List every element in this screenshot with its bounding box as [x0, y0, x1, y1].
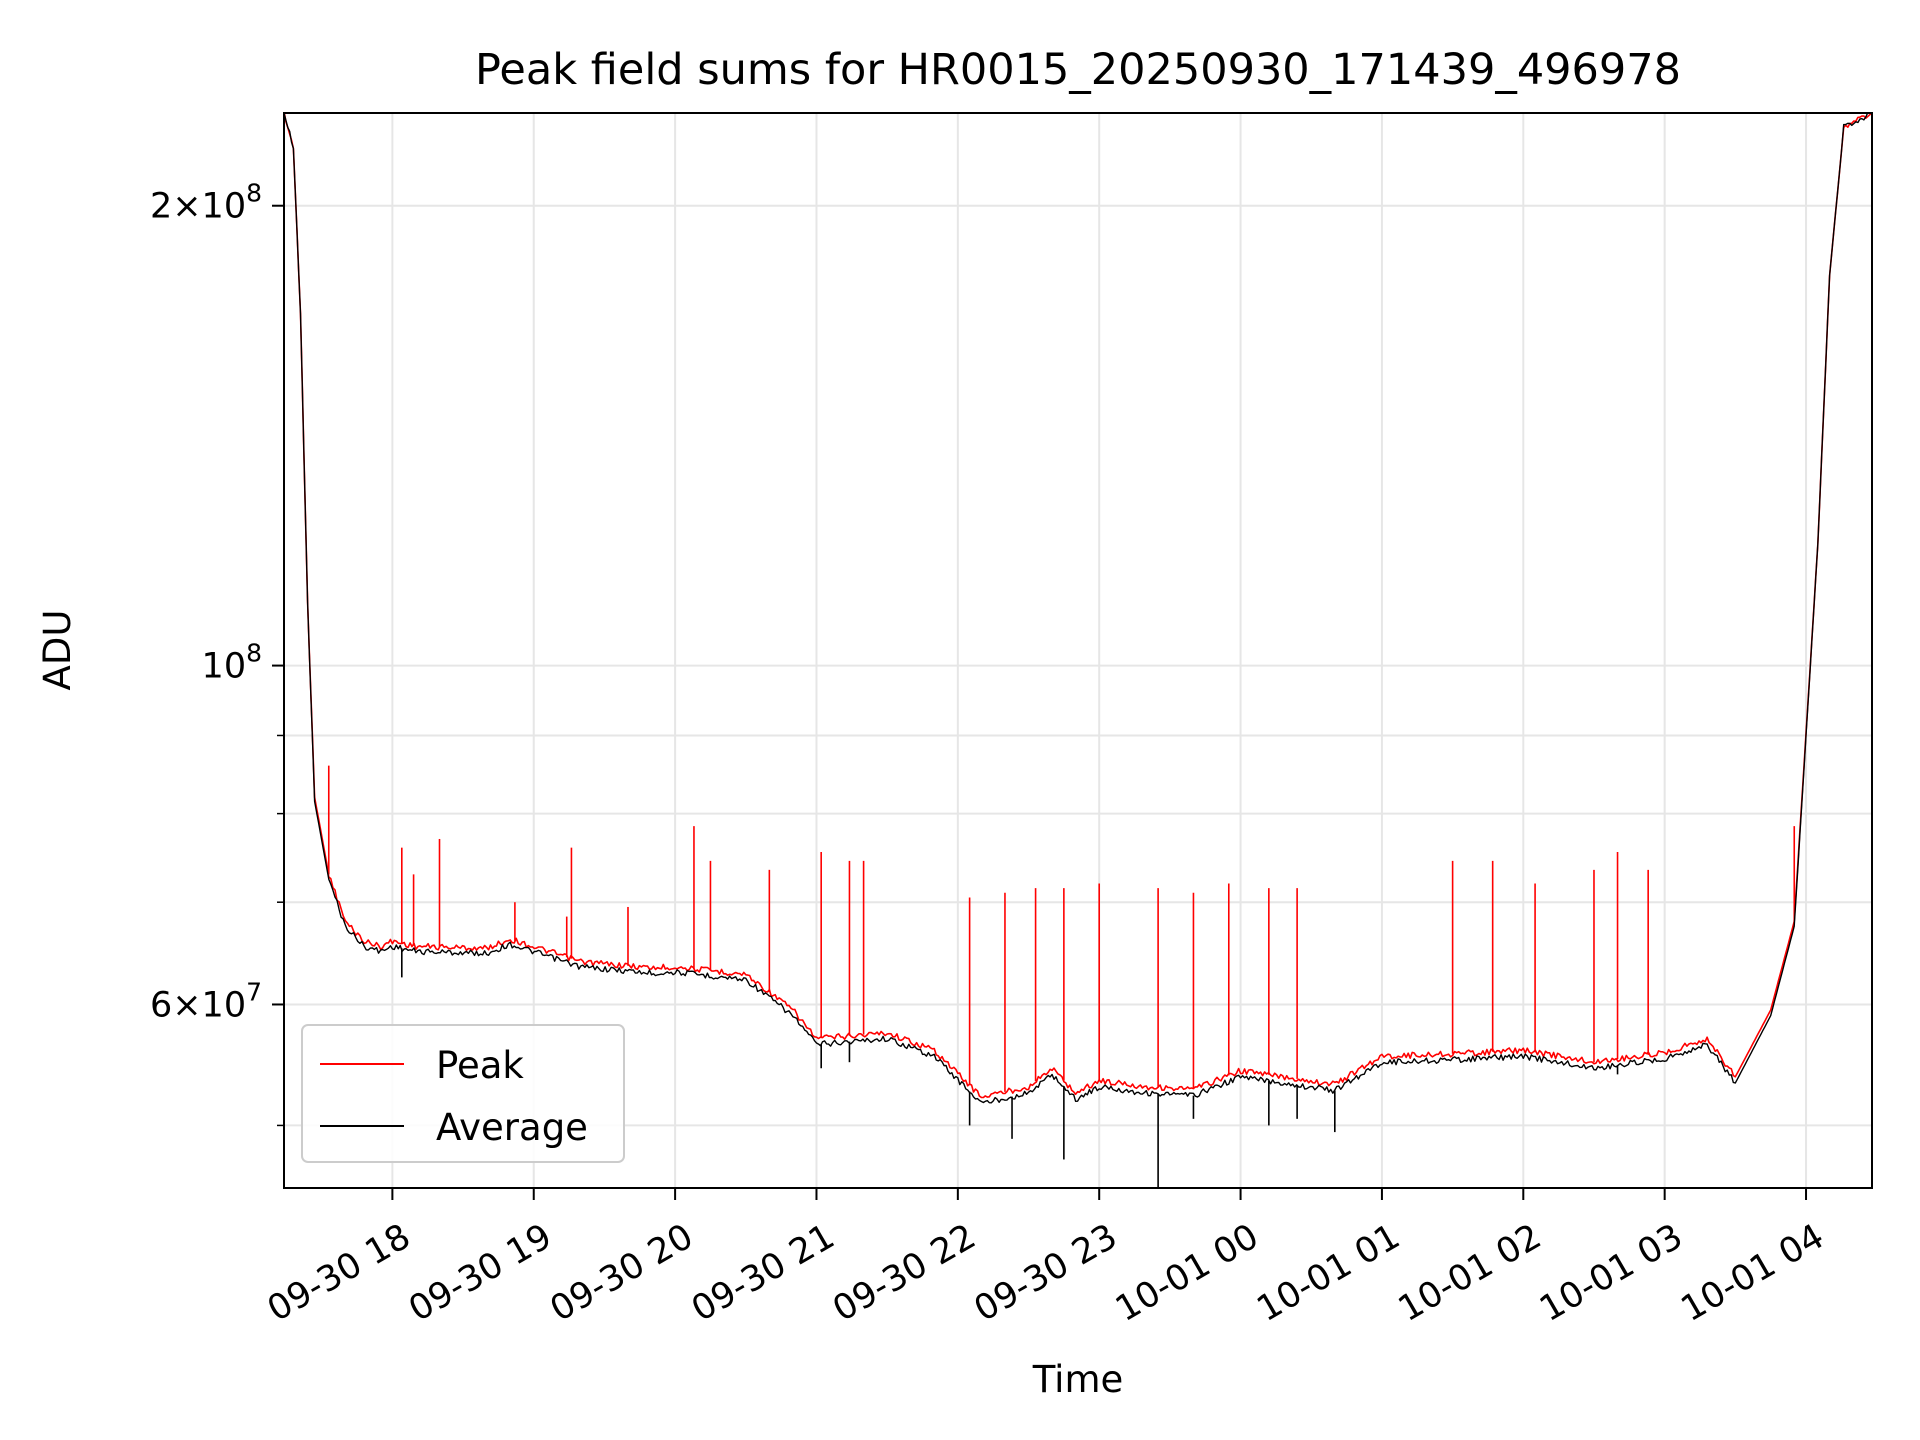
y-tick-label: 2×108 — [150, 179, 262, 227]
grid-lines — [284, 113, 1872, 1188]
plot-frame — [283, 112, 1873, 1189]
y-axis-label: ADU — [36, 610, 79, 691]
x-axis-label: Time — [1032, 1358, 1124, 1401]
series-layer — [284, 113, 1872, 1188]
y-tick-label: 108 — [202, 639, 262, 687]
series-line-peak — [284, 113, 1872, 1099]
y-axis-ticks: 6×107 108 2×108 — [150, 179, 284, 1127]
legend-label-peak: Peak — [436, 1044, 524, 1087]
chart-title: Peak field sums for HR0015_20250930_1714… — [475, 45, 1681, 95]
legend-box — [301, 1024, 625, 1163]
y-tick-label: 6×107 — [150, 977, 262, 1025]
series-line-average — [284, 113, 1872, 1104]
legend-label-average: Average — [436, 1106, 588, 1149]
legend: Peak Average — [301, 1024, 625, 1163]
